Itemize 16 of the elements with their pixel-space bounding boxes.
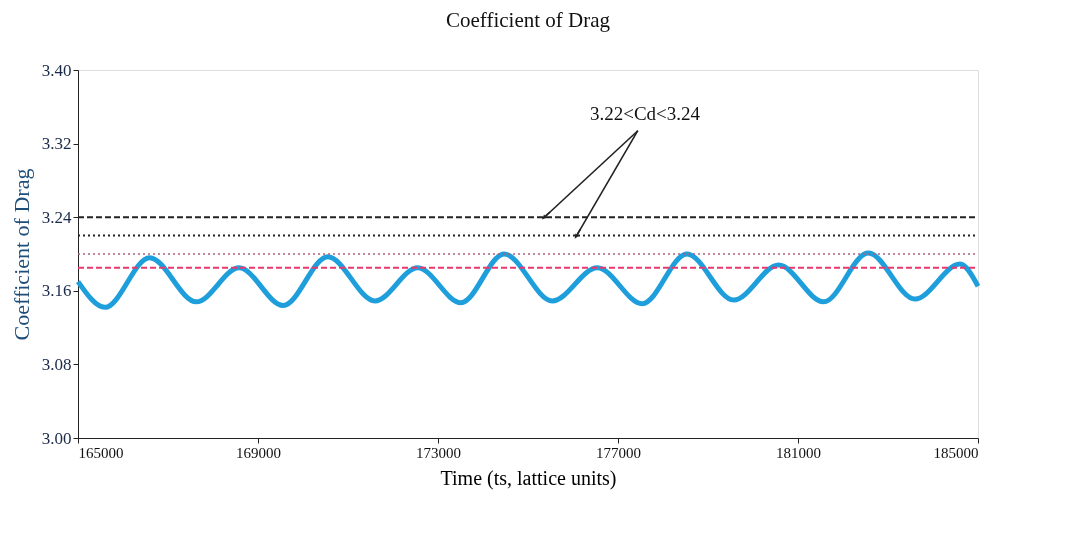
x-tick-label: 165000 [78,444,124,461]
x-axis-title: Time (ts, lattice units) [440,466,617,490]
x-tick-label: 181000 [776,444,821,461]
x-tick-label: 185000 [933,444,979,461]
x-tick-label: 169000 [236,444,281,461]
y-tick-label: 3.16 [41,281,72,301]
y-tick-label: 3.08 [41,354,72,374]
y-tick-label: 3.00 [41,428,72,448]
y-tick-label: 3.32 [41,134,72,154]
x-tick-label: 177000 [596,444,641,461]
x-tick-label: 173000 [416,444,461,461]
y-tick-label: 3.24 [41,207,72,227]
y-axis-title: Coefficient of Drag [8,168,34,341]
y-tick-label: 3.40 [41,60,72,80]
chart-title: Coefficient of Drag [445,8,611,32]
annotation: 3.22<Cd<3.24 [589,103,701,125]
